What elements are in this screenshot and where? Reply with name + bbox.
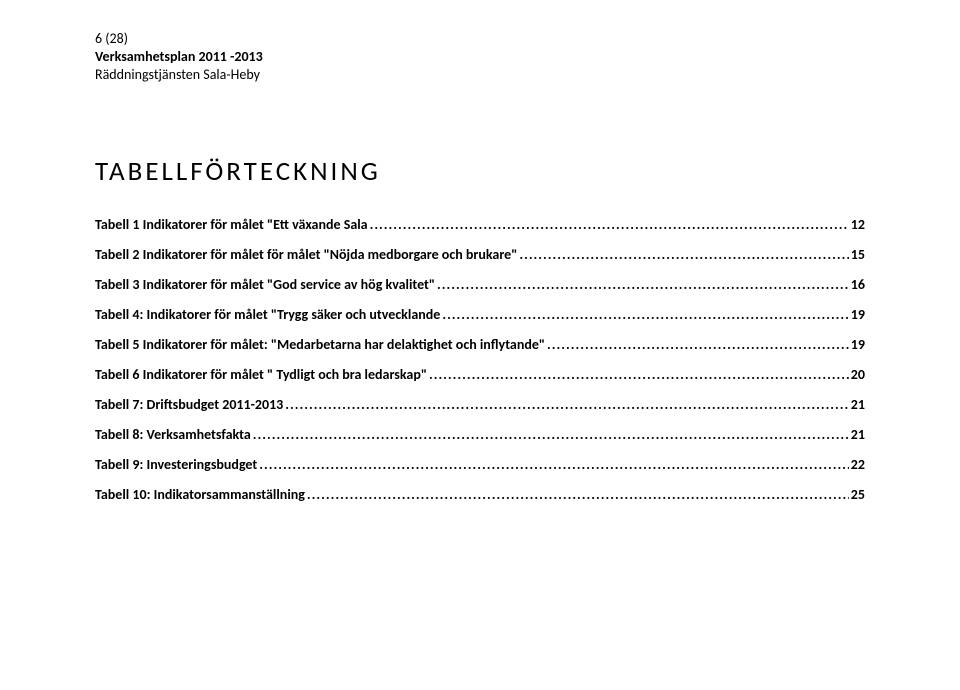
toc-entry: Tabell 9: Investeringsbudget 22 [95, 456, 865, 473]
toc-entry: Tabell 5 Indikatorer för målet: "Medarbe… [95, 336, 865, 353]
toc-entry: Tabell 4: Indikatorer för målet "Trygg s… [95, 306, 865, 323]
toc-leader-dots [437, 276, 849, 293]
toc-page-number: 16 [851, 276, 865, 293]
toc-page-number: 19 [851, 336, 865, 353]
toc-label: Tabell 5 Indikatorer för målet: "Medarbe… [95, 336, 545, 353]
toc-page-number: 21 [851, 426, 865, 443]
toc-page-number: 20 [851, 366, 865, 383]
toc-label: Tabell 10: Indikatorsammanställning [95, 486, 305, 503]
toc-entry: Tabell 1 Indikatorer för målet "Ett växa… [95, 216, 865, 233]
doc-subtitle: Räddningstjänsten Sala-Heby [95, 66, 865, 84]
toc-page-number: 15 [851, 246, 865, 263]
toc-label: Tabell 7: Driftsbudget 2011-2013 [95, 396, 283, 413]
toc-leader-dots [253, 426, 849, 443]
toc-label: Tabell 8: Verksamhetsfakta [95, 426, 251, 443]
toc-page-number: 25 [851, 486, 865, 503]
toc-leader-dots [547, 336, 849, 353]
toc-label: Tabell 9: Investeringsbudget [95, 456, 257, 473]
toc-leader-dots [259, 456, 849, 473]
toc-entry: Tabell 10: Indikatorsammanställning 25 [95, 486, 865, 503]
toc-entry: Tabell 7: Driftsbudget 2011-2013 21 [95, 396, 865, 413]
toc-entry: Tabell 6 Indikatorer för målet " Tydligt… [95, 366, 865, 383]
toc-leader-dots [370, 216, 849, 233]
toc-page-number: 21 [851, 396, 865, 413]
toc-list: Tabell 1 Indikatorer för målet "Ett växa… [95, 216, 865, 503]
document-header: 6 (28) Verksamhetsplan 2011 -2013 Räddni… [95, 30, 865, 85]
section-title: TABELLFÖRTECKNING [95, 155, 865, 188]
toc-label: Tabell 2 Indikatorer för målet för målet… [95, 246, 517, 263]
toc-label: Tabell 4: Indikatorer för målet "Trygg s… [95, 306, 440, 323]
toc-leader-dots [307, 486, 849, 503]
doc-title: Verksamhetsplan 2011 -2013 [95, 48, 865, 66]
page-marker: 6 (28) [95, 30, 865, 48]
toc-leader-dots [519, 246, 848, 263]
toc-leader-dots [442, 306, 848, 323]
toc-leader-dots [429, 366, 849, 383]
toc-label: Tabell 6 Indikatorer för målet " Tydligt… [95, 366, 427, 383]
toc-label: Tabell 3 Indikatorer för målet "God serv… [95, 276, 435, 293]
toc-page-number: 12 [851, 216, 865, 233]
toc-page-number: 22 [851, 456, 865, 473]
toc-page-number: 19 [851, 306, 865, 323]
toc-entry: Tabell 3 Indikatorer för målet "God serv… [95, 276, 865, 293]
toc-entry: Tabell 2 Indikatorer för målet för målet… [95, 246, 865, 263]
toc-entry: Tabell 8: Verksamhetsfakta 21 [95, 426, 865, 443]
toc-leader-dots [285, 396, 849, 413]
toc-label: Tabell 1 Indikatorer för målet "Ett växa… [95, 216, 368, 233]
